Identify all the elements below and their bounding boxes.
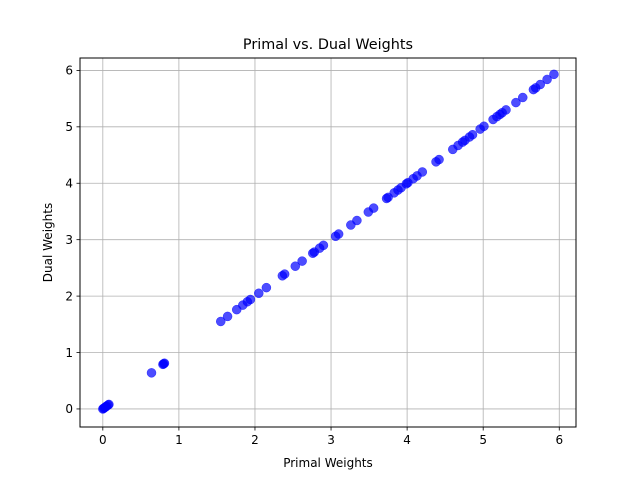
x-axis-ticks: 0 1 2 3 4 5 6 [99,427,563,447]
y-tick-label: 5 [65,120,73,134]
data-point [511,97,521,108]
y-axis-ticks: 0 1 2 3 4 5 6 [65,64,80,416]
data-point [279,269,290,279]
data-point [549,69,559,80]
data-point [467,129,478,140]
grid-lines [80,58,576,427]
x-tick-label: 2 [251,433,259,447]
data-point [333,229,344,239]
plot-frame [79,57,577,428]
data-point [368,203,379,213]
y-axis-label: Dual Weights [41,203,55,282]
y-tick-label: 0 [65,402,73,416]
x-tick-label: 3 [327,433,335,447]
data-point [318,240,329,251]
data-point [215,316,226,327]
chart-title: Primal vs. Dual Weights [243,37,413,53]
x-tick-label: 4 [403,433,411,447]
data-point [159,358,170,368]
x-tick-label: 0 [99,433,107,447]
data-point [417,167,428,177]
data-point [222,311,233,322]
data-point [104,399,114,410]
x-axis-label: Primal Weights [283,456,373,470]
data-point [261,282,272,293]
x-tick-label: 6 [555,433,563,447]
y-tick-label: 6 [65,64,73,78]
x-tick-label: 1 [175,433,183,447]
data-point [542,74,552,85]
data-point [479,121,489,132]
data-point [501,105,511,115]
data-point [297,256,307,266]
data-point [146,368,157,378]
data-point [434,154,444,165]
data-point [290,261,301,271]
data-points [98,69,559,414]
y-tick-label: 1 [65,346,73,360]
data-point [254,288,264,299]
data-point [535,79,545,90]
data-point [517,92,528,103]
data-point [245,294,256,305]
y-tick-label: 3 [65,233,73,247]
y-tick-label: 4 [65,177,73,191]
data-point [352,215,362,226]
x-tick-label: 5 [479,433,487,447]
y-tick-label: 2 [65,289,73,303]
